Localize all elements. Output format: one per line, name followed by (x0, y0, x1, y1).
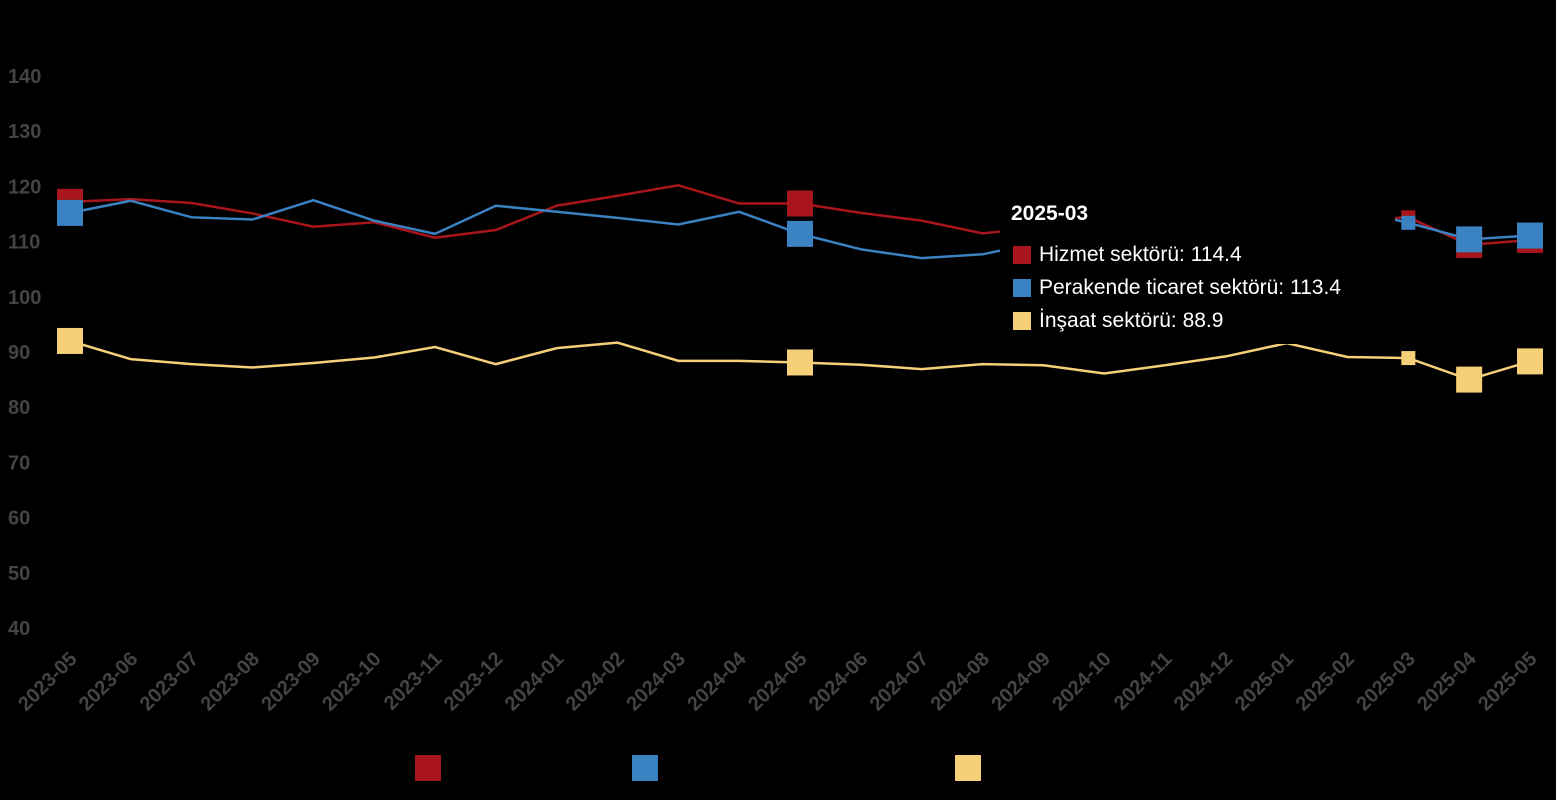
y-tick-label: 120 (8, 176, 41, 198)
y-tick-label: 60 (8, 508, 30, 530)
x-tick-label: 2025-02 (1292, 648, 1359, 715)
x-tick-label: 2023-12 (440, 648, 507, 715)
perakende-swatch-icon (1013, 279, 1031, 297)
y-tick-label: 80 (8, 397, 30, 419)
tooltip-insaat-label: İnşaat sektörü: 88.9 (1039, 309, 1224, 332)
x-axis: 2023-052023-062023-072023-082023-092023-… (14, 647, 1541, 715)
x-tick-label: 2024-07 (866, 648, 933, 715)
y-axis: 40 50 60 70 80 90 100 110 120 130 140 (8, 66, 41, 640)
x-tick-label: 2023-08 (197, 648, 264, 715)
data-point-perakende[interactable] (1517, 222, 1543, 249)
x-tick-label: 2024-06 (805, 648, 872, 715)
x-tick-label: 2023-09 (257, 648, 324, 715)
x-tick-label: 2024-10 (1048, 648, 1115, 715)
tooltip-perakende-label: Perakende ticaret sektörü: 113.4 (1039, 276, 1341, 299)
x-tick-label: 2025-01 (1231, 648, 1298, 715)
x-tick-label: 2023-11 (380, 648, 447, 715)
x-tick-label: 2023-05 (14, 648, 81, 715)
tooltip: 2025-03 Hizmet sektörü: 114.4 Perakende … (1000, 192, 1395, 344)
y-tick-label: 40 (8, 618, 30, 640)
x-tick-label: 2024-04 (683, 647, 751, 715)
x-tick-label: 2024-08 (927, 648, 994, 715)
tooltip-row-perakende: Perakende ticaret sektörü: 113.4 (1013, 276, 1341, 299)
data-point-insaat[interactable] (57, 327, 83, 354)
tooltip-title: 2025-03 (1011, 202, 1089, 225)
y-tick-label: 90 (8, 342, 30, 364)
x-tick-label: 2025-05 (1474, 648, 1541, 715)
x-tick-label: 2024-01 (501, 648, 568, 715)
x-tick-label: 2025-04 (1413, 647, 1481, 715)
y-tick-label: 140 (8, 66, 41, 88)
legend-perakende-icon[interactable] (632, 755, 658, 781)
legend-hizmet-icon[interactable] (415, 755, 441, 781)
hizmet-swatch-icon (1013, 246, 1031, 264)
data-point-perakende[interactable] (57, 199, 83, 226)
tooltip-row-insaat: İnşaat sektörü: 88.9 (1013, 309, 1224, 332)
x-tick-label: 2023-07 (136, 648, 203, 715)
tooltip-row-hizmet: Hizmet sektörü: 114.4 (1013, 243, 1242, 266)
y-tick-label: 110 (8, 232, 40, 254)
hover-point-insaat[interactable] (1401, 351, 1416, 366)
y-tick-label: 130 (8, 121, 41, 143)
y-tick-label: 100 (8, 287, 41, 309)
data-point-perakende[interactable] (787, 220, 813, 247)
x-tick-label: 2024-03 (622, 648, 689, 715)
x-tick-label: 2024-12 (1170, 648, 1237, 715)
data-point-hizmet[interactable] (787, 190, 813, 217)
data-point-insaat[interactable] (1456, 366, 1483, 393)
tooltip-hizmet-label: Hizmet sektörü: 114.4 (1039, 243, 1242, 266)
x-tick-label: 2024-05 (744, 648, 811, 715)
data-point-insaat[interactable] (1517, 348, 1543, 375)
x-tick-label: 2023-10 (318, 648, 385, 715)
y-tick-label: 70 (8, 452, 30, 474)
y-tick-label: 50 (8, 563, 30, 585)
data-point-perakende[interactable] (1456, 226, 1483, 253)
insaat-swatch-icon (1013, 312, 1031, 330)
x-tick-label: 2025-03 (1352, 648, 1419, 715)
legend-insaat-icon[interactable] (955, 755, 981, 781)
x-tick-label: 2024-02 (562, 648, 629, 715)
x-tick-label: 2024-11 (1110, 648, 1177, 715)
hover-point-perakende[interactable] (1401, 215, 1416, 230)
series-markers (57, 188, 1543, 393)
x-tick-label: 2023-06 (75, 648, 142, 715)
x-tick-label: 2024-09 (987, 648, 1054, 715)
data-point-insaat[interactable] (787, 349, 813, 376)
